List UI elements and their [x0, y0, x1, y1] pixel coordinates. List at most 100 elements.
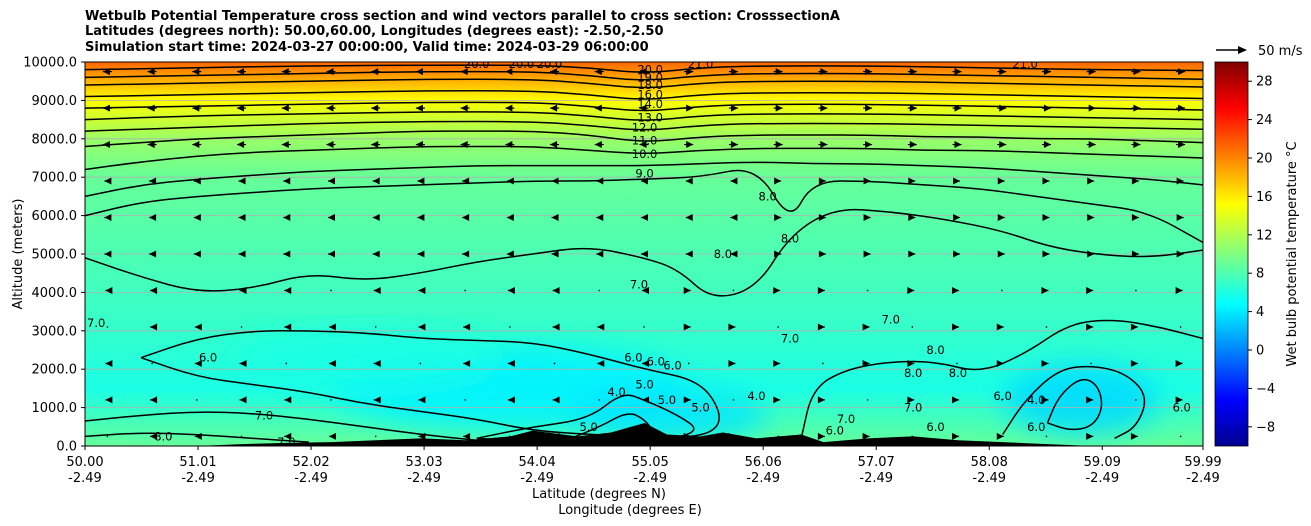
wind-vector-head	[283, 177, 291, 185]
contour-label: 19.0	[637, 70, 663, 84]
wind-vector-head	[597, 323, 605, 331]
wind-vector-head	[105, 359, 113, 367]
contour-line	[140, 330, 720, 439]
wind-vector	[151, 362, 153, 365]
wind-vector-head	[642, 396, 649, 404]
contour-line	[85, 145, 1203, 171]
contour-label: 20.0	[637, 63, 663, 77]
wind-vector-head	[909, 68, 917, 76]
wind-vector-head	[551, 177, 559, 185]
wind-vector	[464, 289, 466, 292]
contour-label: 6.0	[1027, 420, 1045, 434]
wind-vector-head	[597, 359, 605, 367]
wind-vector-head	[685, 177, 693, 185]
contour-label: 12.0	[632, 120, 658, 134]
wind-vector-head	[371, 104, 379, 112]
wind-vector	[598, 289, 601, 292]
wind-vector-head	[1175, 396, 1183, 404]
y-tick-label: 1000.0	[32, 401, 78, 416]
wind-vector-head	[281, 104, 289, 112]
colorbar-frame	[1214, 61, 1249, 447]
wind-vector-head	[997, 177, 1005, 185]
wind-vector-head	[327, 250, 335, 258]
wind-vector-head	[1043, 104, 1051, 112]
y-tick-label: 8000.0	[32, 132, 78, 147]
wind-vector-head	[237, 141, 245, 149]
wind-vector-head	[192, 68, 200, 76]
wind-vector-head	[328, 359, 336, 367]
colorbar-tick-label: 4	[1256, 305, 1264, 320]
wind-vector-head	[596, 177, 604, 185]
contour-line	[85, 70, 1203, 81]
colorbar-tick-label: −4	[1256, 382, 1275, 397]
colorbar-label: Wet bulb potential temperature °C	[1285, 141, 1300, 366]
wind-vector-head	[373, 286, 381, 294]
wind-vector-head	[908, 177, 916, 185]
wind-vector-head	[1133, 104, 1141, 112]
x-tick-label-lat: 50.00	[66, 455, 103, 470]
wind-vector-head	[102, 141, 110, 149]
colorbar-tick-label: 0	[1256, 344, 1264, 359]
wind-vector-head	[1042, 177, 1050, 185]
wind-vector	[732, 289, 735, 292]
wind-vector-head	[863, 177, 871, 185]
wind-vector-head	[281, 68, 289, 76]
y-tick-label: 9000.0	[32, 94, 78, 109]
contour-label: 13.0	[637, 111, 663, 125]
wind-vector	[106, 326, 109, 328]
wind-vector-head	[372, 214, 380, 222]
x-tick-label-lat: 56.06	[745, 455, 782, 470]
wind-vector-head	[1088, 141, 1096, 149]
wind-vector-head	[284, 432, 292, 440]
wind-vector-head	[817, 323, 825, 331]
wind-vector-head	[239, 396, 247, 404]
contour-label: 4.0	[747, 389, 765, 403]
wind-vector-head	[460, 104, 468, 112]
wind-vector-head	[774, 214, 782, 222]
wind-vector	[687, 362, 690, 365]
wind-vector-head	[596, 214, 604, 222]
contour-line	[85, 120, 1203, 132]
wind-vector-head	[1176, 214, 1184, 222]
wind-vector-head	[730, 250, 738, 258]
x-tick-label-lon: -2.49	[294, 471, 328, 486]
contour-label: 5.0	[635, 378, 653, 392]
x-tick-label-lon: -2.49	[746, 471, 780, 486]
wind-vector-head	[550, 68, 558, 76]
x-tick-label-lat: 53.03	[405, 455, 442, 470]
wind-vector	[196, 399, 198, 401]
wind-vector-head	[641, 250, 648, 258]
colorbar-tick-label: 28	[1256, 75, 1273, 90]
wind-vector-head	[952, 432, 960, 440]
wind-vector-head	[373, 359, 381, 367]
wind-vector-head	[686, 141, 694, 149]
wind-vector-head	[773, 286, 781, 294]
wind-vector-head	[150, 396, 158, 404]
colorbar-tick-label: −8	[1256, 420, 1275, 435]
wind-vector-head	[908, 250, 916, 258]
x-tick-label-lon: -2.49	[859, 471, 893, 486]
wind-vector-head	[147, 68, 155, 76]
wind-vector-head	[1133, 141, 1141, 149]
wind-vector-head	[150, 286, 158, 294]
wind-vector	[374, 326, 377, 328]
contour-line	[85, 161, 1203, 198]
wind-vector-head	[283, 250, 291, 258]
wind-vector-head	[775, 104, 783, 112]
wind-vector-head	[105, 396, 113, 404]
wind-vector-head	[1178, 68, 1186, 76]
wind-vector-head	[1133, 68, 1141, 76]
x-tick-label-lon: -2.49	[633, 471, 667, 486]
wind-vector-head	[104, 250, 112, 258]
wind-vector-head	[999, 68, 1007, 76]
wind-vector-head	[326, 68, 334, 76]
wind-vector-head	[104, 177, 112, 185]
contour-label: 20.0	[509, 57, 535, 71]
contour-line	[85, 78, 1203, 89]
colorbar-tick-label: 8	[1256, 267, 1264, 282]
contour-label: 6.0	[647, 355, 665, 369]
terrain-silhouette	[85, 422, 1203, 446]
contour-line	[85, 130, 1203, 148]
wind-vector-head	[953, 250, 961, 258]
contour-label: 7.0	[882, 312, 900, 326]
